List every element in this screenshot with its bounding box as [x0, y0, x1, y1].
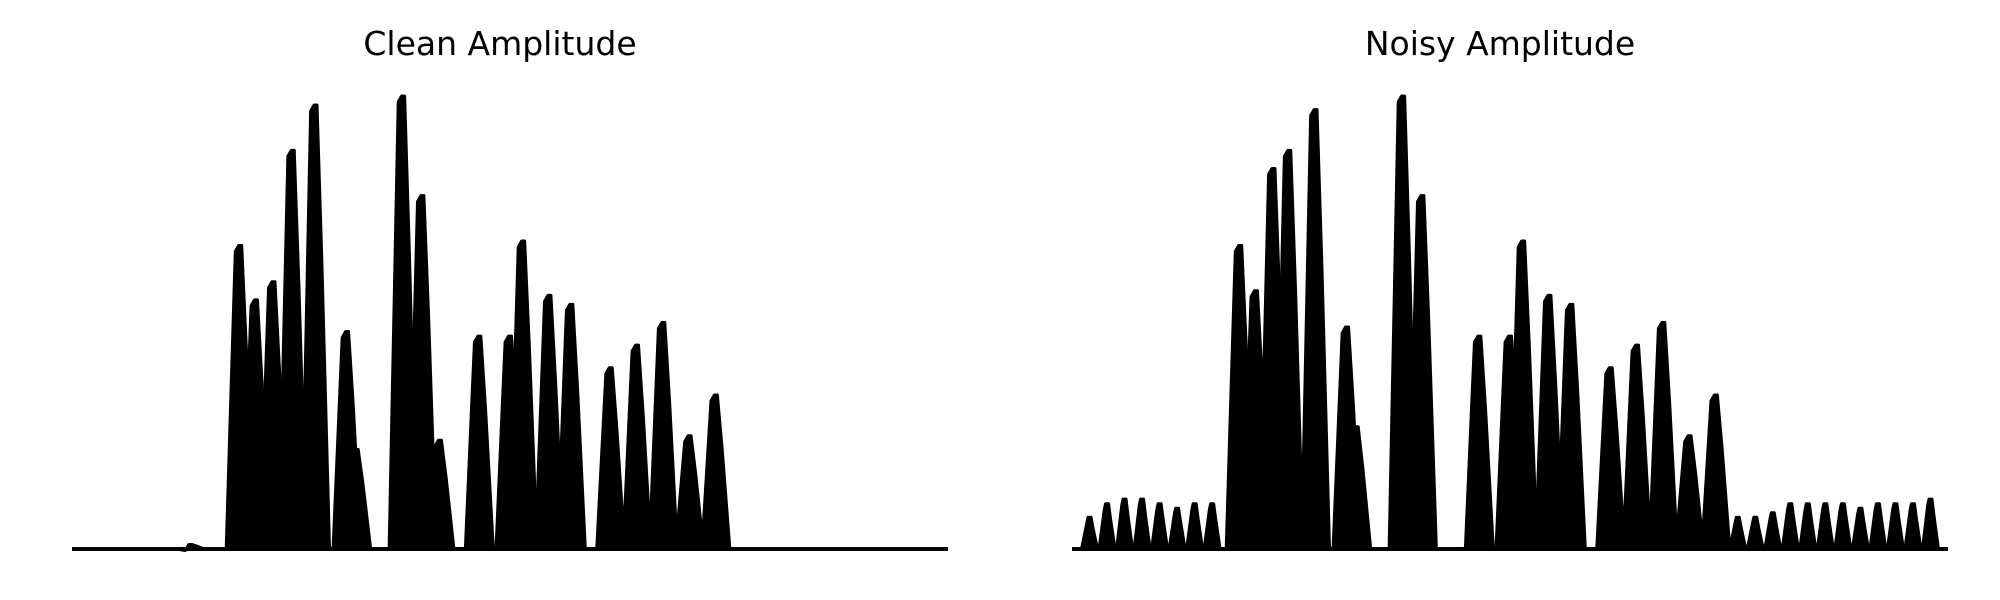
amplitude-peak — [1595, 366, 1627, 551]
noise-burst — [1868, 502, 1888, 551]
amplitude-peak — [1674, 434, 1706, 551]
noise-burst — [1920, 497, 1940, 551]
noise-burst — [1903, 502, 1923, 551]
amplitude-peak — [463, 334, 495, 551]
amplitude-peak — [1273, 148, 1305, 551]
amplitude-peak — [621, 343, 653, 551]
noise-burst — [1885, 502, 1905, 551]
noise-burst — [1745, 515, 1765, 551]
amplitude-peak — [1463, 334, 1495, 551]
amplitude-peak — [674, 434, 706, 551]
noise-burst — [1097, 502, 1117, 551]
amplitude-peak — [341, 447, 373, 551]
amplitude-peak — [555, 302, 587, 551]
amplitude-peak — [1555, 302, 1587, 551]
clean-amplitude-plot — [72, 94, 948, 552]
noise-burst — [1780, 502, 1800, 551]
noise-burst — [1815, 502, 1835, 551]
noise-burst — [1080, 515, 1100, 551]
noise-burst — [1132, 497, 1152, 551]
clean-amplitude-panel: Clean Amplitude — [72, 24, 948, 552]
amplitude-peak — [700, 393, 732, 551]
amplitude-peak — [1300, 108, 1332, 551]
noise-burst — [1150, 502, 1170, 551]
amplitude-peak — [647, 321, 679, 551]
amplitude-peak — [507, 239, 539, 551]
amplitude-peak — [595, 366, 627, 551]
amplitude-peak — [1341, 425, 1373, 551]
noise-burst — [1728, 515, 1748, 551]
amplitude-peak — [1621, 343, 1653, 551]
noise-burst — [1833, 502, 1853, 551]
amplitude-peak — [300, 103, 332, 551]
amplitude-peak — [424, 438, 456, 551]
amplitude-peak — [174, 542, 206, 552]
noise-burst — [1167, 506, 1187, 551]
noisy-amplitude-panel: Noisy Amplitude — [1000, 0, 2000, 600]
chart-title: Noisy Amplitude — [1364, 24, 1636, 63]
noise-burst — [1798, 502, 1818, 551]
noise-burst — [1115, 497, 1135, 551]
chart-title: Clean Amplitude — [363, 24, 637, 63]
noisy-amplitude-plot — [1072, 94, 1948, 551]
noise-burst — [1763, 511, 1783, 551]
amplitude-peak — [1406, 194, 1438, 551]
amplitude-peak — [1647, 321, 1679, 551]
amplitude-peak — [1507, 239, 1539, 551]
noise-burst — [1202, 502, 1222, 551]
noise-burst — [1185, 502, 1205, 551]
amplitude-peak — [1700, 393, 1732, 551]
noise-burst — [1850, 506, 1870, 551]
